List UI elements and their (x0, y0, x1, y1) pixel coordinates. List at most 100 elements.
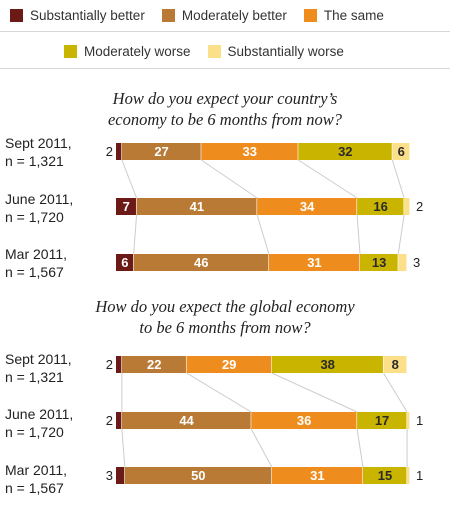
chart-2-row-label: Sept 2011, n = 1,321 (5, 351, 72, 385)
data-label: 34 (300, 199, 315, 214)
connector-line (383, 372, 408, 413)
bar-segment-substantially-better (116, 467, 125, 484)
legend-item-moderately-better: Moderately better (161, 8, 287, 23)
bar-segment-moderately-better (133, 254, 269, 271)
data-label: 13 (372, 255, 386, 270)
data-label: 38 (320, 357, 334, 372)
connector-line (200, 159, 258, 199)
data-label: 1 (416, 413, 423, 428)
connector-line (186, 372, 252, 413)
legend-divider (0, 68, 450, 69)
chart-1-row-label: June 2011, n = 1,720 (5, 191, 74, 225)
bar-segment-substantially-worse (398, 254, 407, 271)
bar-segment-substantially-better (116, 143, 122, 160)
chart-2-title-line: How do you expect the global economy (95, 297, 355, 316)
legend-label: Substantially worse (227, 44, 344, 59)
chart-2-title: How do you expect the global economy to … (0, 296, 450, 338)
data-label: 6 (121, 255, 128, 270)
chart-1-row-label: Mar 2011, n = 1,567 (5, 246, 67, 280)
connector-line (256, 214, 270, 255)
connector-line (121, 428, 126, 468)
legend-swatch (161, 9, 175, 22)
chart-2-row-label: June 2011, n = 1,720 (5, 406, 74, 440)
chart-1-row-label: Sept 2011, n = 1,321 (5, 135, 72, 169)
chart-1-title-line: economy to be 6 months from now? (107, 110, 343, 129)
data-label: 2 (106, 357, 113, 372)
data-label: 50 (191, 468, 205, 483)
bar-segment-substantially-better (116, 254, 134, 271)
data-label: 32 (338, 144, 352, 159)
legend-swatch (10, 9, 23, 22)
bar-segment-moderately-better (121, 356, 186, 373)
data-label: 41 (190, 199, 204, 214)
bar-segment-the-same (186, 356, 272, 373)
data-label: 3 (413, 255, 420, 270)
data-label: 2 (106, 144, 113, 159)
legend-divider (0, 31, 450, 32)
data-label: 33 (243, 144, 257, 159)
data-label: 46 (194, 255, 208, 270)
data-label: 1 (416, 468, 423, 483)
legend-label: The same (323, 8, 384, 23)
legend-row-2: Moderately worse Substantially worse (64, 44, 361, 59)
data-label: 3 (106, 468, 113, 483)
bar-segment-substantially-worse (404, 198, 410, 215)
bar-segment-the-same (271, 467, 363, 484)
bar-segment-substantially-worse (407, 467, 410, 484)
connector-line (271, 372, 358, 413)
data-label: 17 (375, 413, 389, 428)
connector-line (298, 159, 358, 199)
bar-segment-moderately-worse (271, 356, 383, 373)
bar-segment-moderately-worse (357, 412, 407, 429)
legend-item-substantially-better: Substantially better (10, 8, 145, 23)
data-label: 16 (373, 199, 387, 214)
bar-segment-substantially-worse (392, 143, 410, 160)
bar-segment-moderately-worse (357, 198, 404, 215)
connector-line (397, 214, 405, 255)
data-label: 27 (154, 144, 168, 159)
legend: Substantially better Moderately better T… (0, 0, 450, 70)
connector-line (391, 159, 405, 199)
bar-segment-substantially-better (116, 356, 122, 373)
legend-swatch (64, 45, 77, 58)
data-label: 36 (297, 413, 311, 428)
legend-item-the-same: The same (303, 8, 384, 23)
legend-item-substantially-worse: Substantially worse (207, 44, 344, 59)
legend-item-moderately-worse: Moderately worse (64, 44, 191, 59)
bar-segment-the-same (268, 254, 360, 271)
data-label: 7 (123, 199, 130, 214)
bar-segment-the-same (257, 198, 357, 215)
bar-segment-moderately-better (124, 467, 272, 484)
chart-1-title-line: How do you expect your country’s (112, 89, 338, 108)
bar-segment-substantially-worse (407, 412, 410, 429)
data-label: 31 (307, 255, 321, 270)
bar-segment-substantially-better (116, 198, 136, 215)
legend-label: Moderately worse (84, 44, 191, 59)
legend-swatch (303, 9, 317, 22)
bar-segment-moderately-better (121, 412, 251, 429)
data-label: 6 (398, 144, 405, 159)
bar-segment-moderately-better (121, 143, 201, 160)
chart-2-row-label: Mar 2011, n = 1,567 (5, 462, 67, 496)
bar-segment-moderately-worse (360, 254, 398, 271)
bar-segment-the-same (201, 143, 298, 160)
connector-line (121, 159, 138, 199)
bar-segment-moderately-worse (298, 143, 392, 160)
data-label: 15 (378, 468, 392, 483)
connector-line (250, 428, 273, 468)
data-label: 29 (222, 357, 236, 372)
data-label: 8 (392, 357, 399, 372)
chart-1-bars: 2 27 33 32 6 7 41 34 16 2 6 46 31 13 3 (106, 143, 423, 271)
chart-2-bars: 2 22 29 38 82 44 36 17 13 50 31 15 1 (106, 356, 423, 484)
chart-2-title-line: to be 6 months from now? (139, 318, 311, 337)
connector-line (133, 214, 138, 255)
legend-label: Substantially better (30, 8, 145, 23)
data-label: 2 (106, 413, 113, 428)
connector-line (356, 428, 364, 468)
legend-label: Moderately better (181, 8, 287, 23)
connector-line (356, 214, 361, 255)
bar-segment-substantially-worse (383, 356, 407, 373)
data-label: 44 (179, 413, 194, 428)
legend-row-1: Substantially better Moderately better T… (10, 8, 401, 23)
bar-segment-the-same (251, 412, 357, 429)
